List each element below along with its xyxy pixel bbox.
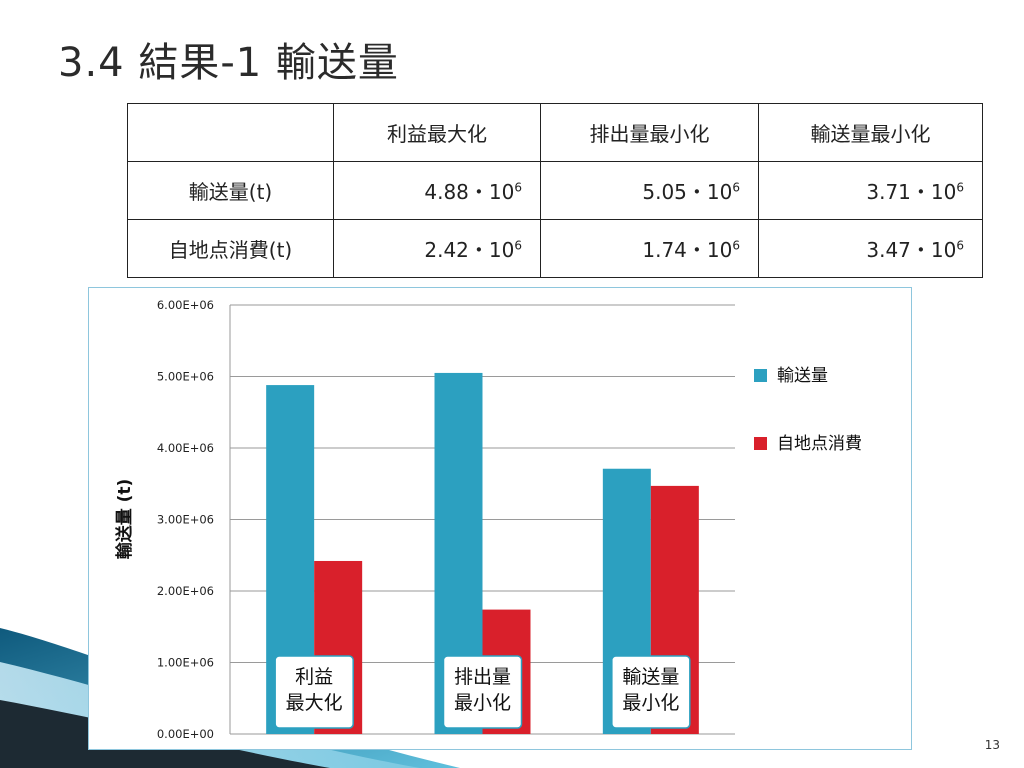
category-label: 輸送量 [622,666,679,688]
table-row: 輸送量(t) 4.88・106 5.05・106 3.71・106 [127,161,983,220]
y-tick-label: 2.00E+06 [157,584,214,598]
table-header-cell: 排出量最小化 [540,103,759,162]
table-header-cell: 利益最大化 [333,103,541,162]
category-label: 最大化 [286,692,343,714]
y-axis-title: 輸送量 (t) [114,479,135,560]
category-label-box [442,655,523,729]
results-table: 利益最大化 排出量最小化 輸送量最小化 輸送量(t) 4.88・106 5.05… [127,103,983,278]
table-cell: 3.71・106 [758,161,983,220]
category-label: 最小化 [622,692,679,714]
y-tick-label: 4.00E+06 [157,441,214,455]
category-label: 利益 [295,666,333,688]
table-header-row: 利益最大化 排出量最小化 輸送量最小化 [127,103,983,162]
page-number: 13 [984,738,1000,752]
table-row-label: 自地点消費(t) [127,219,334,278]
legend-label: 輸送量 [777,366,828,386]
table-cell: 4.88・106 [333,161,541,220]
legend-label: 自地点消費 [777,434,862,454]
slide-title: 3.4 結果-1 輸送量 [58,40,399,86]
chart-frame: 0.00E+00 1.00E+06 2.00E+06 3.00E+06 4.00E+06… [88,287,912,750]
legend-swatch [754,437,767,450]
category-label: 最小化 [454,692,511,714]
table-cell: 3.47・106 [758,219,983,278]
table-cell: 2.42・106 [333,219,541,278]
table-cell: 1.74・106 [540,219,759,278]
table-cell: 5.05・106 [540,161,759,220]
table-row-label: 輸送量(t) [127,161,334,220]
bar-chart: 0.00E+00 1.00E+06 2.00E+06 3.00E+06 4.00E+06… [114,298,862,741]
y-tick-label: 6.00E+06 [157,298,214,312]
table-corner-cell [127,103,334,162]
y-tick-label: 3.00E+06 [157,513,214,527]
category-label-box [274,655,354,729]
y-tick-label: 0.00E+00 [157,727,214,741]
table-header-cell: 輸送量最小化 [758,103,983,162]
table-row: 自地点消費(t) 2.42・106 1.74・106 3.47・106 [127,219,983,278]
category-label-box [611,655,691,729]
category-label: 排出量 [454,666,511,688]
legend-swatch [754,369,767,382]
y-tick-label: 1.00E+06 [157,656,214,670]
y-tick-label: 5.00E+06 [157,370,214,384]
